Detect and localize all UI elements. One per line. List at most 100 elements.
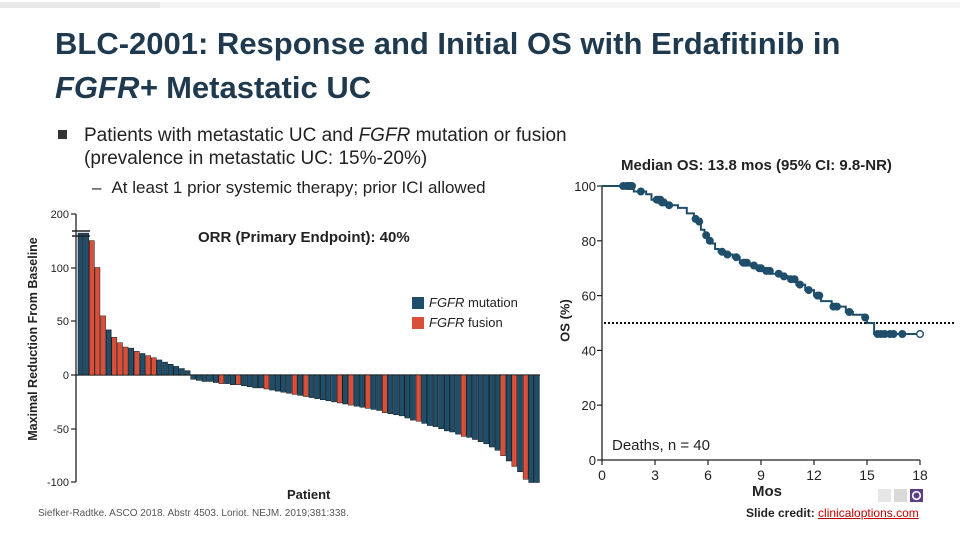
waterfall-bar <box>393 374 399 416</box>
waterfall-bar <box>173 366 180 376</box>
waterfall-bar <box>196 374 202 381</box>
waterfall-bar <box>190 374 196 380</box>
waterfall-bar <box>320 374 326 400</box>
credit-link[interactable]: clinicaloptions.com <box>818 506 919 520</box>
waterfall-bar <box>348 374 354 406</box>
waterfall-bar <box>415 374 422 422</box>
waterfall-bar <box>438 374 444 429</box>
waterfall-bar <box>269 374 275 391</box>
waterfall-bar <box>111 337 118 376</box>
legend-mutation-italic: FGFR <box>429 295 465 310</box>
km-y-tick-label: 80 <box>582 234 596 249</box>
legend-swatch-mutation <box>412 297 424 309</box>
bullet-text-2: mutation or fusion (prevalence in metast… <box>84 125 567 169</box>
bullet-text-1: Patients with metastatic UC and <box>84 125 359 146</box>
waterfall-bar <box>472 374 478 440</box>
waterfall-bar <box>117 342 123 376</box>
km-x-tick-label: 9 <box>757 467 765 483</box>
km-y-tick-label: 40 <box>582 343 596 358</box>
waterfall-y-tick-label: 100 <box>51 263 69 275</box>
waterfall-bar <box>122 346 129 376</box>
waterfall-bar <box>370 374 377 410</box>
waterfall-bar <box>314 374 320 399</box>
waterfall-bar <box>455 374 461 435</box>
waterfall-bar <box>229 374 236 385</box>
km-y-tick-label: 20 <box>582 398 596 413</box>
waterfall-legend: FGFR mutation FGFR fusion <box>412 296 518 336</box>
km-censor-mark <box>628 181 637 190</box>
waterfall-bar <box>443 374 450 432</box>
waterfall-bar <box>353 374 360 407</box>
waterfall-bar <box>404 374 411 419</box>
waterfall-bar <box>511 374 518 467</box>
waterfall-bar <box>505 374 512 462</box>
waterfall-title: ORR (Primary Endpoint): 40% <box>198 229 410 246</box>
km-censor-mark <box>833 302 842 311</box>
sub-bullet-text: At least 1 prior systemic therapy; prior… <box>111 178 486 197</box>
title-line-2-rest: Metastatic UC <box>157 70 372 105</box>
legend-fusion-text: fusion <box>464 315 503 330</box>
waterfall-bar <box>410 374 416 421</box>
waterfall-bar <box>89 240 95 376</box>
waterfall-bar <box>258 374 264 389</box>
main-bullet: Patients with metastatic UC and FGFR mut… <box>58 124 582 170</box>
waterfall-bar <box>105 329 112 376</box>
km-x-axis-label: Mos <box>752 483 782 500</box>
waterfall-bar <box>246 374 253 388</box>
km-censor-mark <box>780 272 789 281</box>
km-y-tick-label: 60 <box>582 289 596 304</box>
waterfall-bar <box>489 374 495 448</box>
top-accent-bar <box>0 0 960 10</box>
waterfall-bar <box>201 374 208 382</box>
km-censor-mark <box>804 286 813 295</box>
waterfall-bar <box>286 374 292 394</box>
waterfall-bar <box>432 374 439 427</box>
waterfall-bar <box>517 374 523 472</box>
waterfall-bar <box>398 374 405 417</box>
waterfall-y-tick-label: -50 <box>53 424 69 436</box>
waterfall-bar <box>139 353 146 376</box>
waterfall-bar <box>77 232 84 376</box>
waterfall-bar <box>134 351 140 376</box>
km-x-tick-label: 18 <box>912 467 928 483</box>
km-y-tick-label: 100 <box>574 179 596 194</box>
waterfall-bar <box>522 374 529 480</box>
sub-bullet-dash: – <box>92 178 102 197</box>
waterfall-bar <box>184 370 191 376</box>
waterfall-bar <box>100 315 106 376</box>
km-x-tick-label: 6 <box>704 467 712 483</box>
km-title: Median OS: 13.8 mos (95% CI: 9.8-NR) <box>621 157 892 174</box>
km-censor-mark <box>742 258 751 267</box>
waterfall-bar <box>162 361 168 376</box>
waterfall-y-tick-label: -100 <box>47 477 69 489</box>
waterfall-bar <box>325 374 332 402</box>
waterfall-bar <box>534 374 540 483</box>
km-censor-mark <box>705 236 714 245</box>
citation: Siefker-Radtke. ASCO 2018. Abstr 4503. L… <box>38 508 349 519</box>
waterfall-bar <box>331 374 337 403</box>
waterfall-bar <box>336 374 343 404</box>
legend-item-fusion: FGFR fusion <box>412 316 518 336</box>
waterfall-bar <box>235 374 242 385</box>
km-censor-mark <box>861 313 870 322</box>
waterfall-bar <box>494 374 501 451</box>
waterfall-bar <box>303 374 309 397</box>
km-censor-mark <box>898 330 907 339</box>
km-censor-mark <box>790 275 799 284</box>
waterfall-bar <box>466 374 473 438</box>
waterfall-bar <box>387 374 394 414</box>
bullet-square-icon <box>58 130 67 139</box>
waterfall-bar <box>224 374 230 384</box>
km-x-tick-label: 0 <box>598 467 606 483</box>
km-y-axis-label: OS (%) <box>557 299 573 342</box>
legend-swatch-fusion <box>412 317 424 329</box>
waterfall-bar <box>297 374 304 396</box>
km-x-tick-label: 15 <box>859 467 875 483</box>
legend-mutation-text: mutation <box>464 295 518 310</box>
km-censor-mark <box>695 217 704 226</box>
km-deaths-annotation: Deaths, n = 40 <box>612 437 710 454</box>
waterfall-bar <box>150 357 157 376</box>
waterfall-y-tick-label: 0 <box>63 370 69 382</box>
km-censor-mark <box>916 330 925 339</box>
